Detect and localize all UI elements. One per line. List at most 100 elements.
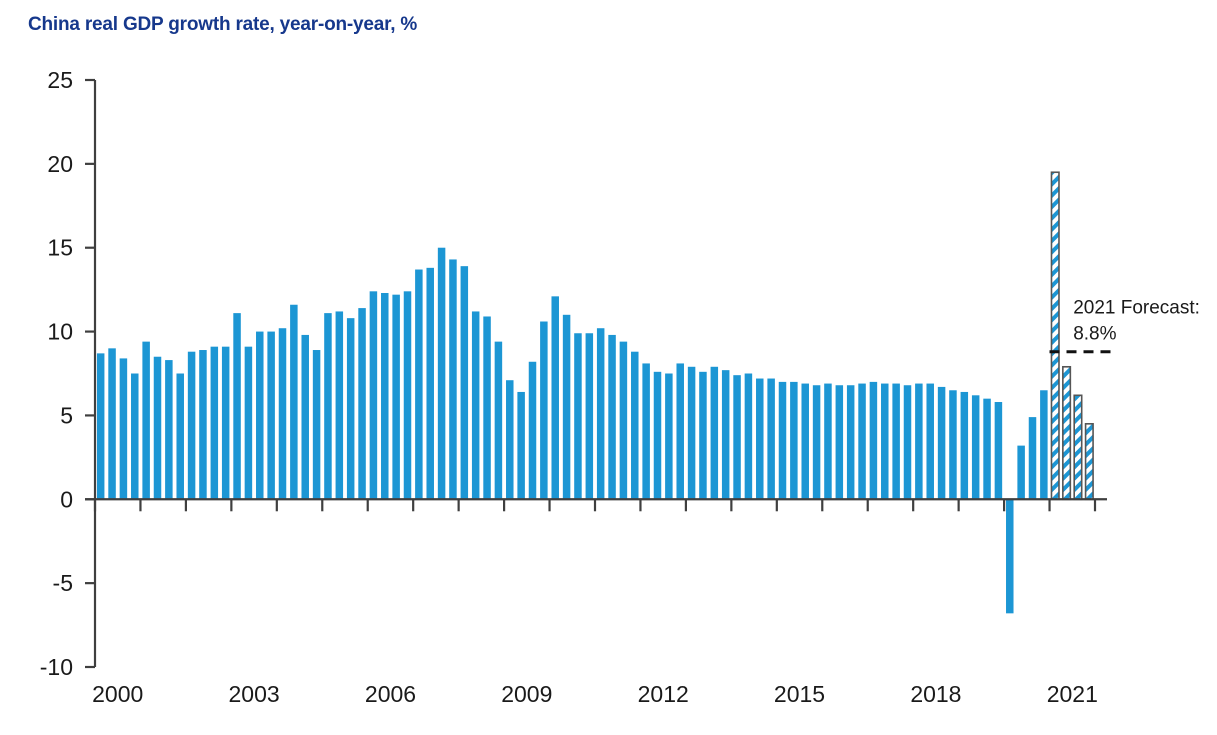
bar-actual	[199, 350, 207, 500]
bar-actual	[449, 259, 457, 500]
bar-actual	[721, 370, 730, 500]
x-tick-label: 2009	[501, 681, 552, 707]
bar-actual	[869, 381, 878, 500]
bar-actual	[778, 381, 787, 500]
bar-actual	[471, 311, 480, 500]
forecast-annotation: 2021 Forecast: 8.8%	[1049, 298, 1200, 354]
bar-actual	[290, 304, 298, 500]
bar-actual	[312, 350, 321, 500]
bar-actual	[244, 346, 253, 500]
x-tick-label: 2003	[229, 681, 280, 707]
bar-actual	[960, 391, 969, 500]
bar-actual	[267, 331, 275, 500]
y-tick-label: -5	[53, 570, 73, 596]
bar-actual	[699, 371, 707, 500]
bar-actual	[528, 361, 537, 500]
bar-actual	[824, 383, 832, 500]
bar-actual	[381, 293, 389, 500]
bar-actual	[551, 296, 559, 500]
bar-actual	[131, 373, 139, 500]
bar-actual	[426, 267, 434, 500]
bar-actual	[949, 390, 957, 500]
y-tick-label: 15	[47, 235, 73, 261]
bar-actual	[233, 313, 241, 500]
bar-actual	[346, 318, 355, 500]
bar-actual	[108, 348, 116, 500]
bar-actual	[324, 313, 332, 500]
bar-actual	[153, 356, 162, 500]
y-tick-label: 20	[47, 151, 73, 177]
y-axis-tick-labels: 25 20 15 10 5 0 -5 -10	[40, 67, 73, 680]
bar-forecast	[1050, 171, 1060, 501]
bar-actual	[915, 383, 923, 500]
bar-actual	[437, 247, 446, 500]
bar-actual	[574, 333, 582, 500]
bar-actual	[892, 383, 900, 500]
bar-actual	[96, 353, 105, 500]
bar-actual	[301, 334, 309, 500]
y-tick-label: 0	[60, 486, 73, 512]
chart-title: China real GDP growth rate, year-on-year…	[28, 14, 418, 35]
x-tick-label: 2021	[1047, 681, 1098, 707]
y-tick-label: -10	[40, 654, 73, 680]
y-tick-label: 25	[47, 67, 73, 93]
bar-actual	[846, 385, 855, 500]
bar-actual	[1028, 417, 1037, 500]
bar-actual	[858, 383, 866, 500]
bar-actual	[619, 341, 628, 500]
bar-actual	[165, 360, 173, 500]
bar-actual	[1040, 390, 1048, 500]
bar-actual	[994, 402, 1003, 500]
bar-forecast	[1062, 365, 1072, 501]
bar-forecast	[1073, 394, 1083, 501]
bar-actual	[415, 269, 423, 500]
bar-actual	[835, 385, 844, 500]
bar-actual	[176, 373, 184, 500]
bar-actual	[562, 314, 571, 500]
bar-actual	[278, 328, 287, 500]
bar-actual	[210, 346, 219, 500]
bar-actual	[665, 373, 673, 500]
bar-actual	[710, 366, 719, 500]
y-tick-label: 5	[60, 402, 73, 428]
bar-actual	[403, 291, 412, 500]
bar-actual	[903, 385, 912, 500]
bar-actual	[756, 378, 764, 500]
bar-actual	[187, 351, 196, 500]
axes-group	[85, 78, 1107, 669]
bar-actual	[460, 266, 469, 500]
bar-actual	[517, 391, 525, 500]
y-tick-label: 10	[47, 319, 73, 345]
bar-actual	[983, 398, 991, 500]
bar-actual	[256, 331, 264, 500]
forecast-label-line1: 2021 Forecast:	[1073, 298, 1200, 319]
bar-actual	[801, 383, 809, 500]
bar-actual	[596, 328, 605, 500]
bar-actual	[733, 375, 741, 500]
bar-actual	[483, 316, 491, 500]
bar-actual	[585, 333, 594, 500]
bar-actual	[494, 341, 503, 500]
bar-actual	[358, 308, 366, 500]
x-tick-label: 2015	[774, 681, 825, 707]
bar-actual	[631, 351, 639, 500]
bar-actual	[392, 294, 400, 500]
bar-actual	[767, 378, 775, 500]
x-axis-tick-labels: 2000 2003 2006 2009 2012 2015 2018 2021	[92, 681, 1098, 707]
bar-actual	[642, 363, 650, 500]
bar-actual	[540, 321, 548, 500]
bar-actual	[790, 381, 798, 500]
bar-actual	[687, 366, 696, 500]
forecast-label-line2: 8.8%	[1073, 324, 1116, 345]
bar-actual	[1017, 445, 1025, 500]
bar-actual	[221, 346, 230, 500]
x-tick-label: 2000	[92, 681, 143, 707]
bar-actual	[812, 385, 821, 500]
bar-actual	[881, 383, 889, 500]
bar-actual	[926, 383, 934, 500]
x-tick-label: 2006	[365, 681, 416, 707]
bar-actual	[369, 291, 378, 500]
x-tick-label: 2018	[910, 681, 961, 707]
bar-actual	[142, 341, 150, 500]
